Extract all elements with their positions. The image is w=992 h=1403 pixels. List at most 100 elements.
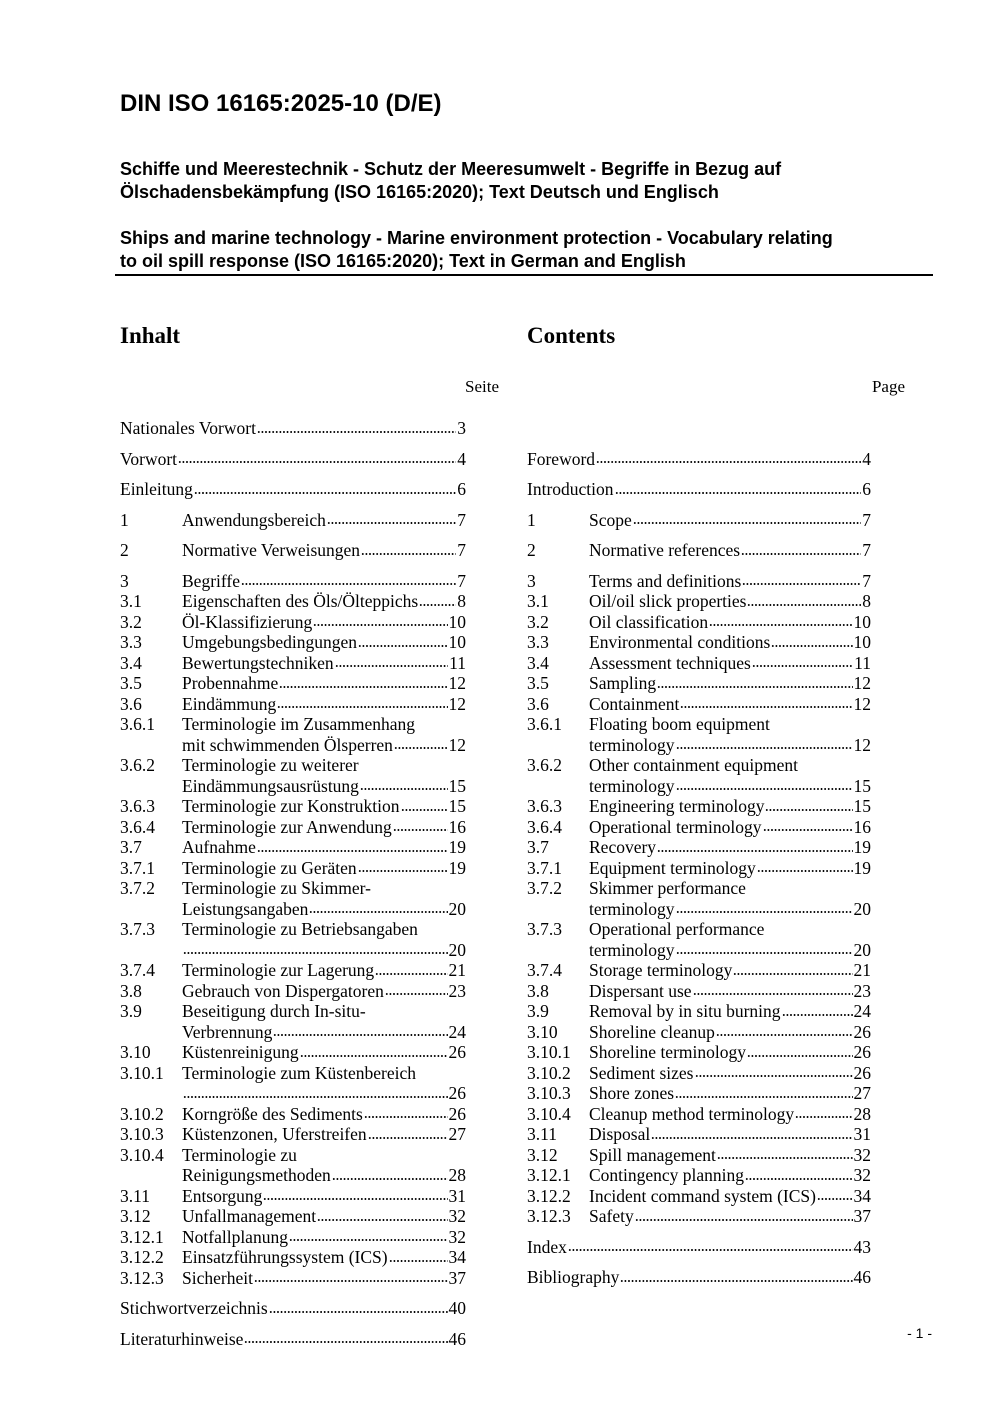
entry-title: Safety 37 — [589, 1206, 871, 1227]
dot-leader — [384, 992, 448, 996]
entry-title: Dispersant use 23 — [589, 981, 871, 1002]
page-ref: 8 — [862, 591, 871, 611]
toc-entry: 3.3 Environmental conditions 10 — [527, 632, 871, 653]
dot-leader — [183, 951, 448, 955]
page-ref: 34 — [448, 1247, 467, 1267]
subtitle-line: Ships and marine technology - Marine env… — [120, 228, 833, 248]
page-ref: 15 — [853, 796, 872, 816]
toc-entry: 3.12.3 Sicherheit 37 — [120, 1268, 466, 1289]
section-number: 3.12 — [120, 1206, 151, 1226]
title-line: Sediment sizes 26 — [589, 1063, 871, 1084]
title-line: Nationales Vorwort 3 — [120, 418, 466, 439]
section-number: 3.6.3 — [527, 796, 562, 816]
title-text: Notfallplanung — [182, 1226, 288, 1247]
page-number: - 1 - — [907, 1325, 932, 1341]
section-number: 3.5 — [120, 673, 142, 693]
title-line: Oil/oil slick properties 8 — [589, 591, 871, 612]
entry-title: Scope 7 — [589, 510, 871, 531]
entry-title: Korngröße des Sediments 26 — [182, 1104, 466, 1125]
page-column-label: Page — [871, 377, 905, 396]
entry-title: Terminologie zum Küstenbereich 26 — [182, 1063, 466, 1104]
section-number: 3.8 — [527, 980, 549, 1001]
title-text: Shoreline terminology — [589, 1042, 746, 1062]
page-ref: 27 — [853, 1083, 872, 1103]
title-line: terminology 15 — [589, 776, 871, 797]
toc-entry: 3.10.4 Cleanup method terminology 28 — [527, 1104, 871, 1125]
toc-entry: Nationales Vorwort 3 — [120, 418, 466, 439]
page-ref: 11 — [449, 652, 466, 673]
title-line: Aufnahme 19 — [182, 837, 466, 858]
section-number: 1 — [120, 509, 129, 530]
toc-entry: 3.10.2 Korngröße des Sediments 26 — [120, 1104, 466, 1125]
title-text: Einsatzführungssystem (ICS) — [182, 1247, 388, 1267]
page-ref: 19 — [853, 857, 872, 878]
title-line: Engineering terminology 15 — [589, 796, 871, 817]
title-line: Terminologie zum Küstenbereich — [182, 1062, 416, 1083]
dot-leader — [781, 1012, 853, 1017]
section-number: 3.1 — [527, 591, 549, 611]
toc-entry: 3.7.4 Terminologie zur Lagerung 21 — [120, 960, 466, 981]
title-text: Unfallmanagement — [182, 1206, 317, 1226]
section-number: 3.4 — [120, 652, 142, 673]
entry-title: Floating boom equipment terminology 12 — [589, 714, 871, 755]
page-ref: 19 — [853, 837, 872, 857]
dot-leader — [795, 1115, 853, 1119]
entry-title: Öl-Klassifizierung 10 — [182, 612, 466, 633]
title-text: Terminologie zu Geräten — [182, 857, 357, 878]
page-ref: 10 — [853, 632, 872, 652]
toc-heading: Inhalt — [120, 323, 181, 348]
title-text: Bewertungstechniken — [182, 652, 334, 673]
dot-leader — [357, 869, 448, 873]
title-line: Beseitigung durch In-situ- — [182, 1001, 366, 1021]
toc-entry: 3.9 Beseitigung durch In-situ- Verbrennung… — [120, 1001, 466, 1042]
dot-leader — [733, 971, 853, 976]
title-text: terminology — [589, 898, 675, 919]
page-ref: 20 — [853, 939, 872, 960]
entry-title: Index 43 — [527, 1237, 871, 1258]
page-ref: 34 — [853, 1185, 872, 1206]
entry-title: Terminologie zu Betriebsangaben 20 — [182, 919, 466, 960]
entry-title: Assessment techniques 11 — [589, 653, 871, 674]
title-line: Terminologie zur Konstruktion 15 — [182, 796, 466, 817]
entry-title: Environmental conditions 10 — [589, 632, 871, 653]
page-ref: 12 — [853, 673, 872, 693]
dot-leader — [747, 602, 862, 607]
title-line: Notfallplanung 32 — [182, 1227, 466, 1248]
entry-title: Anwendungsbereich 7 — [182, 510, 466, 531]
section-number: 3.7.1 — [527, 857, 562, 878]
page-ref: 26 — [448, 1103, 467, 1124]
dot-leader — [709, 623, 853, 627]
page-ref: 7 — [457, 570, 466, 591]
title-line: Küstenreinigung 26 — [182, 1042, 466, 1063]
toc-entry: 3.7.3 Terminologie zu Betriebsangaben 20 — [120, 919, 466, 960]
entry-title: Gebrauch von Dispergatoren 23 — [182, 981, 466, 1002]
section-number: 3.10.3 — [527, 1083, 571, 1103]
entry-title: Storage terminology 21 — [589, 960, 871, 981]
toc-entry: 3.10.2 Sediment sizes 26 — [527, 1063, 871, 1084]
title-text: Vorwort — [120, 448, 178, 469]
dot-leader — [716, 1156, 853, 1160]
title-line: Anwendungsbereich 7 — [182, 510, 466, 531]
toc-entry: Index 43 — [527, 1237, 871, 1258]
title-line: Begriffe 7 — [182, 571, 466, 592]
dot-leader — [263, 1197, 448, 1201]
page-ref: 10 — [448, 632, 467, 652]
dot-leader — [692, 992, 853, 996]
toc-entry: 3.3 Umgebungsbedingungen 10 — [120, 632, 466, 653]
title-text: Gebrauch von Dispergatoren — [182, 980, 384, 1001]
leader-line: 26 — [182, 1083, 466, 1104]
toc-entry: 3.10.3 Küstenzonen, Uferstreifen 27 — [120, 1124, 466, 1145]
title-text: Safety — [589, 1206, 634, 1226]
title-line: Leistungsangaben 20 — [182, 899, 466, 920]
title-line: Storage terminology 21 — [589, 960, 871, 981]
page-ref: 12 — [853, 693, 872, 714]
title-line: Oil classification 10 — [589, 612, 871, 633]
page-ref: 31 — [853, 1124, 872, 1144]
title-text: Verbrennung — [182, 1021, 273, 1042]
leader-line: 20 — [182, 940, 466, 961]
toc-entry: 3.12.1 Notfallplanung 32 — [120, 1227, 466, 1248]
toc-entry: 3.6.2 Terminologie zu weiterer Eindämmungs… — [120, 755, 466, 796]
page-ref: 21 — [853, 960, 872, 980]
toc-entry: 3.6.1 Floating boom equipment terminology 1… — [527, 714, 871, 755]
dot-leader — [567, 1248, 853, 1252]
